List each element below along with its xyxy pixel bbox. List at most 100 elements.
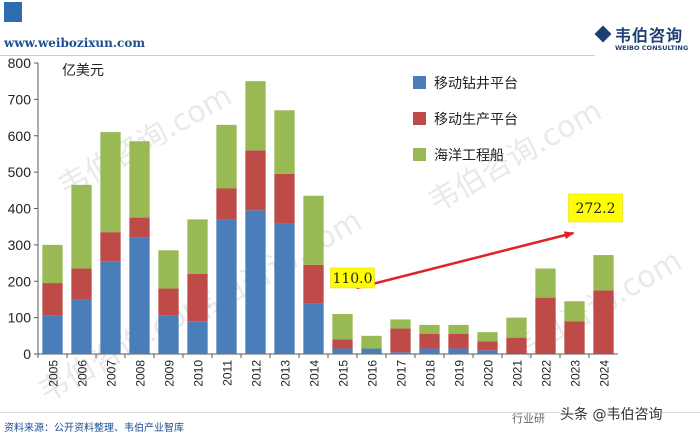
bar-segment [274,110,295,174]
app-icon [4,2,22,22]
bar-segment [506,317,527,338]
bar-segment [100,261,121,354]
bar-segment [419,348,440,354]
bar-segment [390,352,411,354]
y-tick-label: 100 [8,310,32,326]
bar-segment [274,223,295,354]
value-callout-box [330,267,375,289]
value-callout-label: 272.2 [575,201,615,217]
bar-segment [448,333,469,349]
bar-segment [42,315,63,354]
bar-segment [129,237,150,354]
y-tick-label: 200 [8,273,32,289]
bar-segment [332,339,353,349]
x-tick-label: 2016 [366,360,380,387]
bar-segment [419,324,440,334]
bar-segment [477,350,498,354]
bar-segment [535,268,556,298]
legend-label: 移动钻井平台 [434,76,518,92]
bar-segment [187,273,208,322]
bar-segment [593,290,614,354]
x-tick-label: 2023 [569,360,583,387]
bar-segment [303,264,324,304]
x-tick-label: 2006 [76,360,90,387]
y-tick-label: 600 [8,128,32,144]
bar-segment [71,268,92,300]
x-tick-label: 2020 [482,360,496,387]
bar-segment [535,297,556,354]
x-tick-label: 2010 [192,360,206,387]
bar-segment [158,288,179,316]
source-note: 资料来源：公开资料整理、韦伯产业智库 [4,423,184,434]
y-tick-label: 700 [8,91,32,107]
x-tick-label: 2018 [424,360,438,387]
x-tick-label: 2014 [308,360,322,387]
legend-swatch [413,112,426,125]
bar-segment [158,250,179,289]
bar-segment [332,313,353,340]
value-callout-box [568,193,623,223]
legend-label: 海洋工程船 [434,148,504,164]
bar-segment [477,332,498,342]
bar-segment [245,210,266,354]
x-tick-label: 2011 [221,360,235,386]
bar-segment [390,319,411,329]
bar-segment [100,132,121,233]
y-tick-label: 0 [23,346,31,362]
stacked-bar-chart: 韦伯咨询.com韦伯咨询.com韦伯咨询.com韦伯咨询.com韦伯咨询.com… [8,55,688,410]
bar-segment [564,301,585,322]
bar-segment [593,255,614,291]
bar-segment [448,348,469,354]
y-tick-label: 300 [8,237,32,253]
bar-segment [216,124,237,189]
bar-segment [100,232,121,262]
logo-en-text: WEIBO CONSULTING [615,44,689,52]
brand-logo: 韦伯咨询 WEIBO CONSULTING [594,22,697,62]
bar-segment [361,348,382,354]
bar-segment [42,283,63,316]
bar-segment [419,333,440,349]
x-tick-label: 2009 [163,360,177,387]
website-url: www.weibozixun.com [4,36,146,50]
x-tick-label: 2013 [279,360,293,387]
bar-segment [187,219,208,274]
annotation-layer: 110.0 272.2 [330,193,623,290]
bar-segment [42,244,63,284]
bar-segment [245,150,266,211]
y-tick-label: 800 [8,55,32,71]
footer-right-text: 行业研 [512,412,545,425]
bar-segment [303,303,324,354]
x-tick-label: 2015 [337,360,351,387]
header-divider [0,55,595,56]
bar-segment [245,81,266,151]
x-tick-label: 2017 [395,360,409,387]
unit-label: 亿美元 [62,63,104,79]
trend-arrow [356,231,575,290]
logo-cn-text: 韦伯咨询 [615,26,684,45]
bar-segment [564,321,585,354]
bar-segment [216,188,237,220]
y-tick-label: 500 [8,164,32,180]
x-tick-label: 2008 [134,360,148,387]
x-tick-label: 2022 [540,360,554,387]
x-tick-label: 2021 [511,360,525,387]
legend-swatch [413,148,426,161]
x-tick-label: 2012 [250,360,264,387]
x-tick-label: 2005 [47,360,61,387]
watermark-credit: 头条 @韦伯咨询 [560,404,663,424]
bar-segment [129,141,150,218]
bar-segment [71,299,92,354]
axis-layer: 0 100 200 300 400 500 600 700 800 亿美元 2005 2006 2007… [8,55,618,387]
bar-segment [158,315,179,354]
logo-diamond-icon [594,25,612,43]
bar-segment [187,321,208,354]
bar-segment [332,348,353,354]
y-tick-label: 400 [8,201,32,217]
bar-segment [216,219,237,354]
bar-segment [71,184,92,269]
bar-segment [129,217,150,238]
bar-segment [448,324,469,334]
footer-divider [0,412,700,413]
x-tick-label: 2024 [598,360,612,387]
